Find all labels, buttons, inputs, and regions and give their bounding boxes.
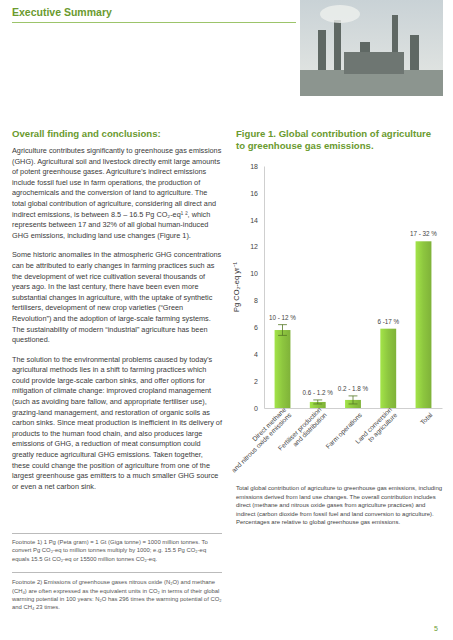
footnote: Footnote 2) Emissions of greenhouse gase… [12, 578, 222, 612]
error-cap [313, 399, 322, 400]
error-cap [278, 335, 287, 336]
error-bar [349, 396, 358, 404]
y-tick-label: 4 [254, 351, 258, 358]
y-tick-label: 12 [250, 243, 258, 250]
y-tick: 8 [254, 297, 264, 304]
y-tick-label: 6 [254, 324, 258, 331]
text-column: Agriculture contributes significantly to… [12, 146, 222, 501]
x-tick: Total [419, 408, 434, 426]
y-tick-label: 8 [254, 297, 258, 304]
error-cap [349, 395, 358, 396]
y-tick-label: 16 [250, 190, 258, 197]
paragraph: The solution to the environmental proble… [12, 355, 222, 493]
error-cap [313, 403, 322, 404]
bar-annotation: 6 -17 % [377, 318, 399, 325]
y-axis-line [264, 167, 265, 409]
footnote-rule [12, 533, 222, 534]
chart: 0 2 4 6 8 10 12 14 16 18 Direct methaneand nitrous… [230, 150, 450, 480]
error-line [317, 400, 318, 404]
page-number: 5 [434, 625, 438, 632]
figure-title: Figure 1. Global contribution of agricul… [236, 128, 441, 151]
error-line [282, 325, 283, 336]
y-tick: 2 [254, 378, 264, 385]
y-tick: 6 [254, 324, 264, 331]
paragraph: Some historic anomalies in the atmospher… [12, 250, 222, 345]
y-tick: 10 [250, 270, 264, 277]
x-tick-label: Total [419, 411, 434, 426]
y-tick-label: 14 [250, 217, 258, 224]
page-header: Executive Summary [12, 6, 112, 18]
x-axis: Direct methaneand nitrous oxide emission… [230, 405, 443, 473]
bar [275, 330, 291, 408]
x-tick-label: Land conversionto agriculture [354, 406, 399, 451]
error-line [353, 396, 354, 404]
y-tick: 14 [250, 217, 264, 224]
bar-annotation: 17 - 32 % [410, 230, 437, 237]
error-bar [278, 325, 287, 336]
header-rule [12, 22, 296, 23]
error-bar [313, 400, 322, 404]
y-tick-label: 0 [254, 405, 258, 412]
bars [275, 241, 432, 408]
y-tick: 4 [254, 351, 264, 358]
bar-annotation: 10 - 12 % [269, 314, 296, 321]
section-heading: Overall finding and conclusions: [12, 128, 161, 139]
figure-caption: Total global contribution of agriculture… [236, 484, 444, 527]
footnotes: Footnote 1) 1 Pg (Peta gram) = 1 Gt (Gig… [12, 538, 222, 621]
bar [416, 241, 432, 408]
bar [380, 329, 396, 408]
bar-annotation: 0.6 - 1.2 % [303, 389, 334, 396]
error-cap [349, 403, 358, 404]
footnote: Footnote 1) 1 Pg (Peta gram) = 1 Gt (Gig… [12, 538, 222, 563]
y-tick: 16 [250, 190, 264, 197]
paragraph: Agriculture contributes significantly to… [12, 146, 222, 241]
y-axis: 0 2 4 6 8 10 12 14 16 18 [250, 163, 264, 412]
y-tick-label: 2 [254, 378, 258, 385]
footnote-rule [12, 572, 222, 573]
header-photo [300, 0, 443, 96]
y-tick: 0 [254, 405, 264, 412]
y-axis-title: Pg CO₂-eq yr⁻¹ [232, 261, 241, 312]
y-tick-label: 18 [250, 163, 258, 170]
x-tick-label: Fertiliser productionand distribution [277, 406, 328, 457]
error-cap [278, 324, 287, 325]
bar-annotation: 0.2 - 1.8 % [338, 385, 369, 392]
x-tick: Fertiliser productionand distribution [277, 406, 328, 457]
y-tick: 18 [250, 163, 264, 170]
x-axis-line [265, 408, 443, 409]
y-tick-label: 10 [250, 270, 258, 277]
x-tick: Land conversionto agriculture [354, 406, 399, 451]
y-tick: 12 [250, 243, 264, 250]
